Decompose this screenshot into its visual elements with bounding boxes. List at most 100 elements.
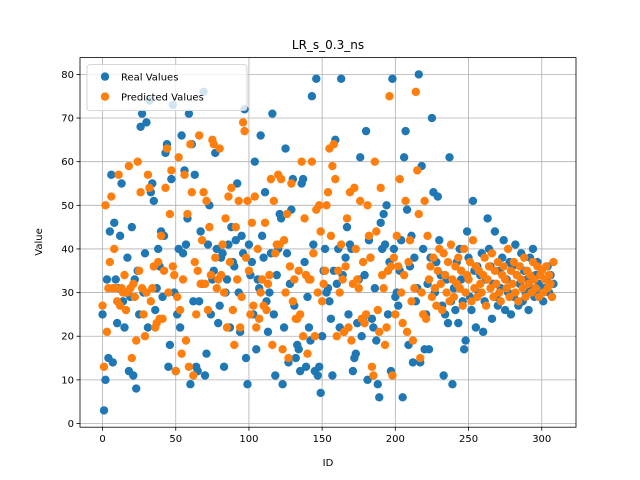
point	[105, 227, 115, 236]
point	[364, 231, 374, 241]
point	[531, 284, 541, 293]
point	[203, 240, 213, 249]
point	[323, 188, 333, 197]
point	[315, 201, 324, 210]
point	[300, 214, 309, 223]
point	[228, 305, 238, 315]
point	[342, 214, 352, 223]
point	[363, 375, 372, 385]
point	[140, 332, 150, 341]
point	[432, 301, 441, 310]
point	[307, 157, 317, 166]
point	[487, 249, 497, 258]
point	[145, 183, 154, 193]
point	[129, 371, 138, 380]
point	[541, 262, 551, 271]
point	[490, 227, 500, 236]
point	[117, 179, 126, 188]
y-tick-label: 10	[61, 375, 74, 386]
point	[370, 284, 380, 293]
point	[222, 275, 232, 284]
point	[367, 314, 377, 323]
x-tick-label: 200	[386, 434, 405, 445]
point	[505, 292, 514, 302]
point	[174, 153, 183, 162]
point	[107, 192, 116, 201]
point	[231, 222, 240, 232]
point	[353, 275, 362, 284]
point	[257, 231, 267, 241]
point	[134, 266, 144, 275]
point	[344, 310, 353, 319]
point	[322, 201, 331, 210]
point	[376, 183, 385, 193]
point	[237, 231, 246, 241]
point	[306, 275, 315, 284]
point	[367, 362, 377, 371]
point	[471, 323, 481, 332]
point	[259, 253, 268, 262]
point	[335, 288, 344, 297]
point	[108, 358, 117, 367]
point	[429, 253, 438, 262]
point	[241, 253, 251, 262]
point	[424, 275, 434, 284]
point	[524, 305, 533, 315]
point	[379, 284, 388, 293]
point	[467, 297, 476, 306]
point	[399, 153, 409, 162]
point	[420, 196, 429, 206]
point	[298, 174, 308, 184]
point	[325, 297, 334, 306]
point	[401, 196, 410, 206]
point	[193, 266, 202, 275]
point	[468, 236, 478, 245]
point	[492, 279, 501, 289]
point	[241, 353, 251, 363]
point	[309, 249, 318, 258]
point	[164, 362, 173, 371]
point	[379, 209, 388, 219]
point	[127, 222, 137, 232]
point	[439, 371, 448, 380]
point	[215, 301, 224, 310]
point	[219, 362, 229, 371]
point	[143, 170, 153, 179]
point	[372, 227, 381, 236]
point	[111, 275, 120, 284]
point	[316, 388, 325, 398]
point	[442, 288, 451, 297]
point	[199, 188, 208, 197]
x-tick-label: 300	[532, 434, 551, 445]
point	[153, 244, 163, 254]
point	[310, 332, 320, 341]
point	[187, 188, 197, 197]
point	[363, 201, 372, 210]
point	[309, 240, 318, 249]
point	[186, 140, 195, 149]
chart-title: LR_s_0.3_ns	[292, 38, 364, 52]
point	[484, 262, 494, 271]
point	[401, 126, 410, 136]
point	[521, 292, 530, 302]
point	[328, 371, 337, 380]
point	[398, 393, 407, 402]
point	[373, 305, 382, 315]
point	[394, 301, 403, 310]
point	[192, 310, 201, 319]
point	[114, 170, 123, 179]
point	[294, 345, 303, 354]
point	[265, 288, 274, 297]
point	[285, 262, 295, 271]
point	[410, 253, 419, 262]
point	[461, 288, 470, 297]
point	[190, 170, 199, 179]
point	[266, 174, 276, 184]
point	[279, 323, 289, 332]
point	[430, 284, 440, 293]
point	[282, 209, 292, 219]
point	[167, 174, 176, 184]
point	[394, 262, 403, 271]
point	[233, 275, 242, 284]
point	[171, 366, 180, 376]
